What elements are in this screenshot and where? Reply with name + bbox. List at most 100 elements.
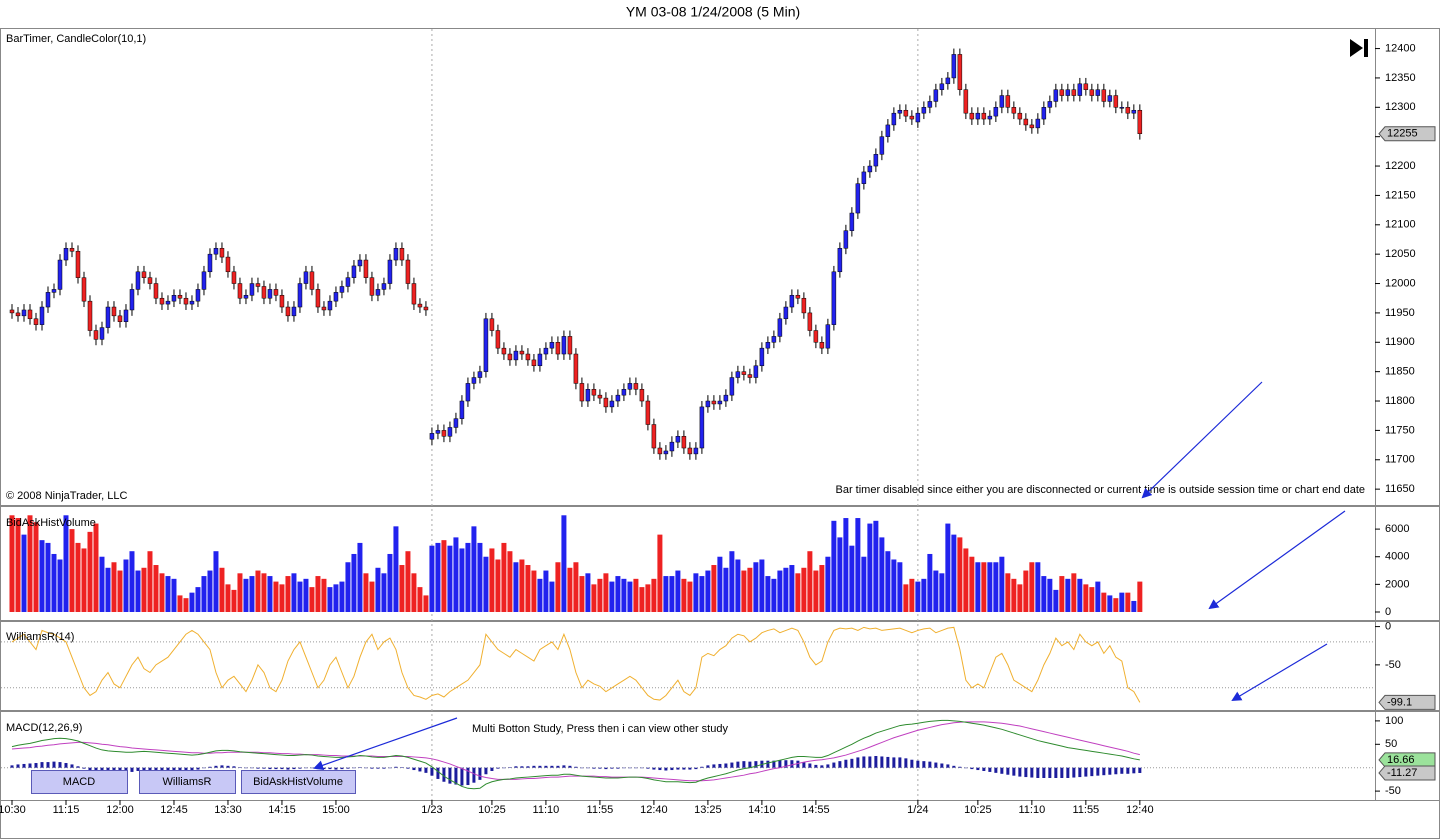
value-tag-label: -11.27: [1387, 767, 1417, 779]
candle-body: [561, 336, 567, 355]
macd-histogram-bar: [616, 767, 620, 769]
macd-histogram-bar: [814, 764, 818, 768]
macd-histogram-bar: [982, 767, 986, 771]
macd-histogram-bar: [778, 760, 782, 768]
candle-body: [471, 377, 477, 384]
volume-bar: [645, 584, 651, 612]
volume-bar: [1035, 562, 1041, 612]
x-tick-label: 12:45: [160, 804, 188, 816]
williamsr-button[interactable]: WilliamsR: [139, 770, 236, 794]
macd-histogram-bar: [550, 765, 554, 768]
candle-body: [15, 312, 21, 317]
volume-bar: [33, 522, 39, 612]
volume-bar: [303, 578, 309, 612]
volume-bar: [1071, 573, 1077, 612]
macd-panel-label: MACD(12,26,9): [6, 722, 82, 734]
volume-bar: [489, 548, 495, 612]
candle-body: [513, 350, 519, 361]
x-tick-label: 12:00: [106, 804, 134, 816]
candle-body: [921, 107, 927, 114]
volume-bar: [651, 578, 657, 612]
y-tick-label: 12200: [1385, 160, 1416, 172]
candle-body: [579, 383, 585, 402]
macd-histogram-bar: [370, 767, 374, 769]
candle-body: [651, 424, 657, 449]
volume-button[interactable]: BidAskHistVolume: [241, 770, 356, 794]
x-tick-label: 14:10: [748, 804, 776, 816]
macd-button[interactable]: MACD: [31, 770, 128, 794]
candle-body: [891, 112, 897, 126]
candle-body: [1047, 101, 1053, 108]
macd-histogram-bar: [748, 761, 752, 768]
candle-body: [111, 306, 117, 317]
candle-body: [549, 342, 555, 349]
macd-histogram-bar: [250, 767, 254, 769]
candle-body: [339, 286, 345, 293]
macd-histogram-bar: [232, 766, 236, 768]
macd-histogram-bar: [34, 763, 38, 768]
candle-body: [591, 389, 597, 396]
macd-histogram-bar: [16, 764, 20, 768]
macd-histogram-bar: [1048, 767, 1052, 778]
volume-bar: [171, 578, 177, 612]
macd-histogram-bar: [226, 765, 230, 768]
macd-histogram-bar: [22, 763, 26, 768]
macd-histogram-bar: [178, 767, 182, 771]
candle-body: [219, 248, 225, 258]
volume-bar: [219, 567, 225, 612]
volume-bar: [51, 553, 57, 612]
macd-histogram-bar: [592, 767, 596, 769]
macd-histogram-bar: [442, 767, 446, 782]
volume-bar: [801, 567, 807, 612]
volume-bar: [1089, 587, 1095, 612]
candle-body: [927, 101, 933, 108]
study-buttons: MACD WilliamsR BidAskHistVolume: [31, 770, 356, 794]
price-panel-label: BarTimer, CandleColor(10,1): [6, 33, 146, 45]
volume-bar: [381, 573, 387, 612]
candle-body: [759, 347, 765, 367]
volume-bar: [873, 520, 879, 612]
arrow: [313, 717, 458, 771]
volume-bar: [639, 587, 645, 612]
williams-line: [11, 626, 1141, 703]
volume-bar: [813, 570, 819, 612]
y-tick-label: 11650: [1385, 483, 1415, 495]
candle-body: [753, 365, 759, 378]
candle-body: [1101, 89, 1107, 102]
volume-bar: [141, 567, 147, 612]
volume-bar: [1107, 595, 1113, 612]
candle-body: [225, 256, 231, 273]
macd-histogram-bar: [1060, 767, 1064, 778]
volume-bar: [105, 567, 111, 612]
macd-histogram-bar: [568, 765, 572, 768]
x-tick-label: 14:55: [802, 804, 830, 816]
macd-histogram-bar: [700, 766, 704, 768]
candle-body: [51, 289, 57, 293]
volume-bar: [969, 556, 975, 612]
volume-bar: [87, 531, 93, 612]
candle-body: [249, 283, 255, 296]
candle-body: [981, 112, 987, 120]
volume-bar: [711, 565, 717, 612]
macd-histogram-bar: [724, 763, 728, 768]
volume-bar: [483, 556, 489, 612]
macd-histogram-bar: [730, 762, 734, 768]
volume-bar: [207, 570, 213, 612]
macd-histogram-bar: [652, 767, 656, 770]
macd-histogram-bar: [478, 767, 482, 780]
volume-bar: [759, 559, 765, 612]
candle-body: [849, 212, 855, 231]
macd-histogram-bar: [688, 767, 692, 770]
macd-histogram-bar: [892, 757, 896, 768]
candle-body: [153, 283, 159, 299]
y-tick-label: 50: [1385, 738, 1397, 750]
macd-histogram-bar: [286, 767, 290, 770]
candle-body: [291, 306, 297, 317]
go-to-end-icon[interactable]: [1350, 39, 1368, 57]
macd-histogram-bar: [40, 762, 44, 768]
macd-histogram-bar: [484, 767, 488, 775]
macd-histogram-bar: [160, 767, 164, 771]
macd-histogram-bar: [994, 767, 998, 773]
macd-histogram-bar: [496, 767, 500, 769]
